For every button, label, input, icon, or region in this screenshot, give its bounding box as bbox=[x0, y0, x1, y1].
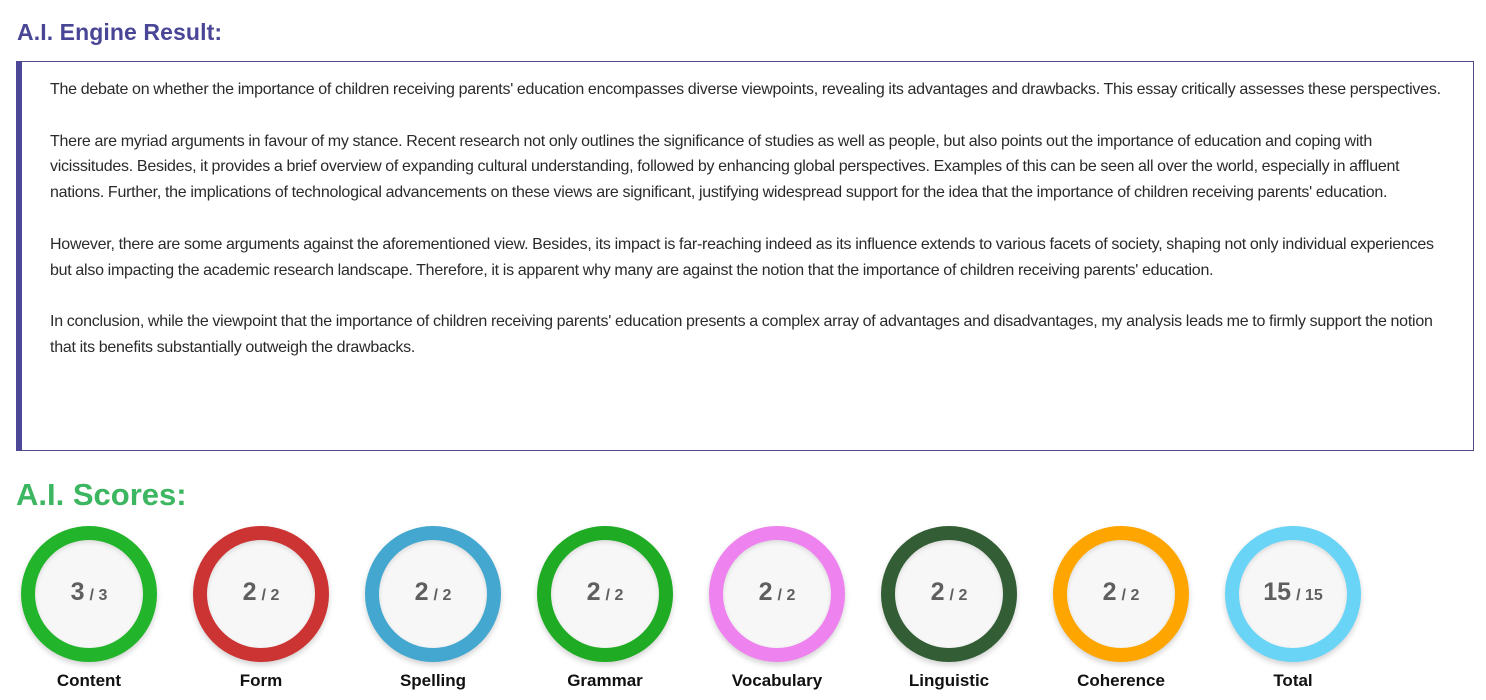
score-value: 15 / 15 bbox=[1263, 578, 1323, 607]
score-label: Spelling bbox=[399, 671, 467, 690]
score-ring-form: 2 / 2 bbox=[193, 526, 329, 662]
score-item-linguistic: 2 / 2 Linguistic bbox=[881, 526, 1017, 700]
score-max: / 2 bbox=[777, 586, 796, 604]
score-max: / 15 bbox=[1296, 586, 1323, 604]
score-item-spelling: 2 / 2 Spelling bbox=[365, 526, 501, 700]
score-ring-vocabulary: 2 / 2 bbox=[709, 526, 845, 662]
score-max: / 2 bbox=[433, 586, 452, 604]
score-number: 2 bbox=[758, 577, 773, 606]
score-number: 15 bbox=[1263, 577, 1292, 606]
score-ring-spelling: 2 / 2 bbox=[365, 526, 501, 662]
score-max: / 3 bbox=[89, 586, 108, 604]
score-label: Linguistic bbox=[908, 671, 990, 690]
score-value: 2 / 2 bbox=[931, 578, 968, 607]
scores-row: 3 / 3 Content 2 / 2 Form 2 / 2 bbox=[0, 526, 1486, 700]
score-number: 2 bbox=[1102, 577, 1117, 606]
score-ring-total: 15 / 15 bbox=[1225, 526, 1361, 662]
score-value: 2 / 2 bbox=[415, 578, 452, 607]
score-value: 2 / 2 bbox=[587, 578, 624, 607]
score-value: 3 / 3 bbox=[71, 578, 108, 607]
score-label: Grammar bbox=[567, 671, 643, 690]
score-number: 2 bbox=[414, 577, 429, 606]
score-ring-coherence: 2 / 2 bbox=[1053, 526, 1189, 662]
score-value: 2 / 2 bbox=[243, 578, 280, 607]
score-max: / 2 bbox=[949, 586, 968, 604]
score-value: 2 / 2 bbox=[759, 578, 796, 607]
score-label: Form bbox=[239, 671, 283, 690]
score-max: / 2 bbox=[261, 586, 280, 604]
score-label: Vocabulary bbox=[731, 671, 823, 690]
engine-result-title: A.I. Engine Result: bbox=[17, 19, 223, 45]
score-item-coherence: 2 / 2 Coherence bbox=[1053, 526, 1189, 700]
score-ring-linguistic: 2 / 2 bbox=[881, 526, 1017, 662]
score-label: Total bbox=[1273, 671, 1313, 690]
engine-result-essay-box: The debate on whether the importance of … bbox=[16, 61, 1474, 451]
score-item-vocabulary: 2 / 2 Vocabulary bbox=[709, 526, 845, 700]
essay-paragraph-4: In conclusion, while the viewpoint that … bbox=[50, 313, 1433, 356]
score-ring-grammar: 2 / 2 bbox=[537, 526, 673, 662]
score-item-total: 15 / 15 Total bbox=[1225, 526, 1361, 700]
score-item-form: 2 / 2 Form bbox=[193, 526, 329, 700]
score-item-grammar: 2 / 2 Grammar bbox=[537, 526, 673, 700]
score-label: Coherence bbox=[1077, 671, 1165, 690]
score-ring-content: 3 / 3 bbox=[21, 526, 157, 662]
score-number: 3 bbox=[70, 577, 85, 606]
score-number: 2 bbox=[930, 577, 945, 606]
score-max: / 2 bbox=[1121, 586, 1140, 604]
essay-paragraph-1: The debate on whether the importance of … bbox=[50, 81, 1441, 98]
scores-title: A.I. Scores: bbox=[16, 477, 187, 512]
score-number: 2 bbox=[242, 577, 257, 606]
score-label: Content bbox=[56, 671, 122, 690]
score-item-content: 3 / 3 Content bbox=[21, 526, 157, 700]
essay-paragraph-2: There are myriad arguments in favour of … bbox=[50, 132, 1400, 202]
score-max: / 2 bbox=[605, 586, 624, 604]
essay-paragraph-3: However, there are some arguments agains… bbox=[50, 235, 1434, 279]
score-number: 2 bbox=[586, 577, 601, 606]
score-value: 2 / 2 bbox=[1103, 578, 1140, 607]
